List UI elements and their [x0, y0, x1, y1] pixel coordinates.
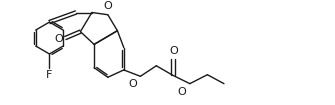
Text: F: F [46, 70, 53, 80]
Text: O: O [169, 46, 178, 56]
Text: O: O [104, 1, 112, 11]
Text: O: O [54, 34, 63, 44]
Text: O: O [177, 87, 186, 97]
Text: O: O [128, 79, 137, 89]
